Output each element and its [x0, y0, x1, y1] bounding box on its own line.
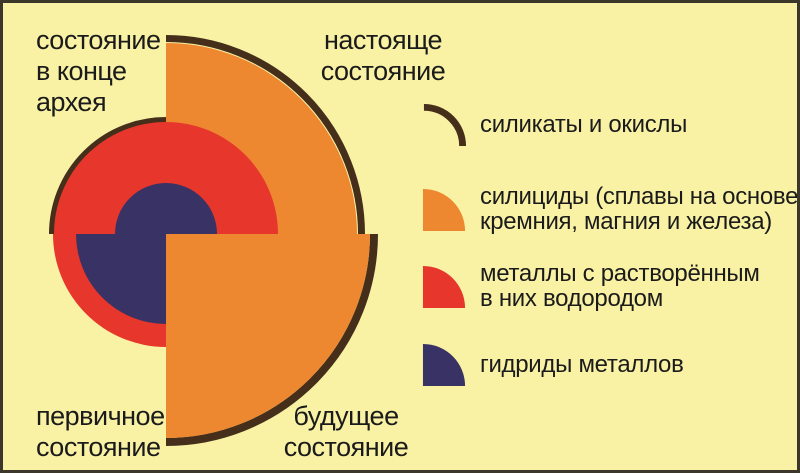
legend-item-silicates-oxides: силикаты и окислы: [421, 101, 687, 148]
swatch-shape: [422, 343, 466, 387]
label-primary-state: первичное состояние: [36, 401, 165, 463]
legend-label: силикаты и окислы: [480, 112, 687, 137]
legend-label: металлы с растворённым в них водородом: [480, 261, 760, 311]
legend-item-metals-with-hydrogen: металлы с растворённым в них водородом: [421, 261, 760, 311]
label-line: состояние: [320, 56, 446, 86]
label-line: силикаты и окислы: [480, 111, 688, 138]
label-line: будущее: [293, 401, 399, 431]
crust-arc-present: [165, 35, 365, 235]
legend-item-metal-hydrides: гидриды металлов: [421, 341, 684, 388]
label-line: гидриды металлов: [480, 351, 684, 378]
legend-label: гидриды металлов: [480, 352, 684, 377]
layer-metal_hydrides-present: [166, 183, 217, 234]
silicides-quarter-icon: [422, 188, 466, 231]
metals-hydrogen-quarter-icon: [422, 265, 466, 308]
label-line: состояние: [36, 25, 161, 55]
swatch-shape: [423, 103, 467, 147]
label-line: кремния, магния и железа): [480, 208, 772, 235]
crust-arc-archean: [49, 117, 167, 235]
quadrant-diagram: [49, 35, 378, 446]
legend-label: силициды (сплавы на основе кремния, магн…: [480, 183, 799, 235]
layer-metal_hydrides-archean: [115, 183, 166, 234]
quadrant-archean: [49, 117, 167, 235]
metal-hydrides-quarter-icon: [422, 343, 466, 387]
label-line: настояще: [323, 25, 443, 55]
label-line: архея: [36, 87, 107, 117]
label-future-state: будущее состояние: [283, 401, 409, 463]
label-line: в конце: [36, 56, 127, 86]
quadrant-future: [165, 233, 378, 446]
crust-arc-future: [165, 233, 378, 446]
crust-arc-icon: [423, 103, 467, 147]
quadrant-present: [165, 35, 365, 235]
label-end-of-archean-state: состояние в конце архея: [36, 25, 161, 118]
label-line: состояние: [36, 432, 161, 462]
quadrant-primary: [53, 234, 166, 347]
label-line: первичное: [36, 401, 165, 431]
layer-silicides-future: [166, 234, 370, 438]
swatch-shape: [422, 188, 466, 231]
swatch-shape: [422, 265, 466, 308]
layer-metal_hydrides-primary: [76, 234, 166, 324]
label-present-state: настояще состояние: [301, 25, 465, 87]
label-line: состояние: [283, 432, 409, 462]
legend-item-silicides: силициды (сплавы на основе кремния, магн…: [421, 183, 799, 235]
label-line: в них водородом: [480, 285, 663, 312]
label-line: силициды (сплавы на основе: [480, 183, 799, 210]
label-line: металлы с растворённым: [480, 260, 760, 287]
